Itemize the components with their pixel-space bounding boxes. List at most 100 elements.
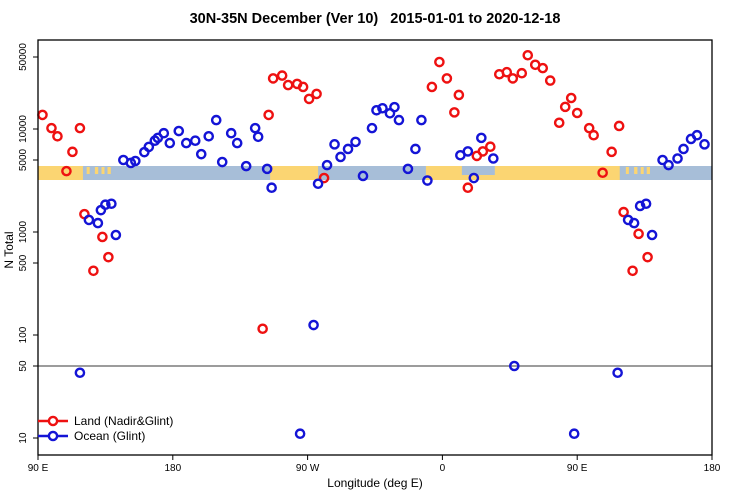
ocean-data-point	[646, 229, 658, 241]
ocean-data-point	[312, 178, 324, 190]
land-data-point	[267, 73, 279, 84]
land-data-point	[46, 122, 57, 134]
data-points	[37, 49, 710, 440]
legend-label-land: Land (Nadir&Glint)	[74, 414, 173, 428]
y-tick-label: 5000	[18, 148, 29, 171]
land-data-point	[485, 141, 496, 153]
land-data-point	[276, 70, 288, 81]
ocean-data-point	[389, 101, 400, 113]
ocean-data-point	[691, 129, 703, 141]
y-axis-label: N Total	[2, 231, 16, 268]
land-data-point	[297, 81, 309, 93]
band-island-segment	[625, 167, 629, 174]
land-data-point	[318, 172, 330, 184]
ocean-data-point	[74, 367, 86, 379]
ocean-data-point	[410, 143, 421, 155]
ocean-data-point	[252, 131, 264, 143]
y-axis-ticks: 10 50 100 500 1000 5000 10000 50000	[18, 43, 38, 444]
ocean-data-point	[416, 114, 427, 126]
land-data-point	[522, 49, 534, 61]
ocean-data-point	[634, 200, 646, 212]
land-data-point	[571, 107, 583, 119]
ocean-data-point	[342, 143, 354, 155]
land-data-point	[441, 73, 453, 84]
latitude-map-band	[38, 166, 712, 180]
land-data-point	[257, 323, 268, 335]
ocean-data-point	[476, 132, 487, 144]
ocean-data-point	[508, 360, 520, 372]
x-tick-label: 90 E	[567, 463, 588, 474]
x-tick-label: 90 W	[296, 463, 320, 474]
ocean-data-point	[678, 143, 689, 155]
ocean-data-point	[568, 428, 580, 440]
ocean-data-point	[216, 156, 228, 168]
y-tick-label: 50000	[18, 43, 29, 71]
legend-symbols	[38, 415, 68, 442]
land-data-point	[449, 107, 460, 118]
land-data-point	[97, 231, 108, 243]
ocean-data-point	[240, 160, 252, 172]
ocean-data-point	[640, 198, 652, 210]
land-data-point	[642, 251, 653, 263]
ocean-data-point	[231, 137, 243, 149]
land-data-point	[627, 265, 638, 277]
ocean-data-point	[249, 122, 261, 134]
plot-frame	[37, 39, 713, 456]
legend-marker	[47, 415, 59, 427]
land-data-point	[67, 146, 78, 158]
ocean-data-point	[225, 127, 237, 139]
ocean-data-point	[357, 170, 369, 182]
land-data-point	[565, 92, 577, 104]
x-tick-label: 180	[164, 463, 181, 474]
land-data-point	[311, 88, 322, 100]
ocean-data-point	[350, 136, 361, 148]
y-tick-label: 10	[18, 432, 29, 444]
legend-label-ocean: Ocean (Glint)	[74, 429, 145, 443]
ocean-data-point	[158, 127, 170, 139]
plot-title: 30N-35N December (Ver 10) 2015-01-01 to …	[190, 11, 561, 27]
land-data-point	[613, 120, 625, 132]
land-data-point	[263, 109, 274, 121]
ocean-data-point	[402, 163, 414, 175]
ocean-data-point	[377, 102, 388, 114]
y-tick-label: 1000	[18, 220, 29, 243]
band-mediterranean-overlay	[461, 166, 495, 175]
ocean-data-point	[210, 114, 222, 126]
ocean-data-point	[468, 172, 480, 184]
ocean-data-point	[321, 159, 333, 171]
ocean-data-point	[699, 139, 710, 150]
land-data-point	[74, 122, 86, 134]
land-data-point	[618, 206, 629, 218]
band-land-segment	[270, 166, 319, 180]
ocean-data-point	[663, 159, 674, 171]
ocean-data-point	[189, 135, 201, 146]
land-data-point	[103, 251, 114, 263]
ocean-data-point	[130, 155, 141, 167]
ocean-data-point	[100, 199, 111, 211]
x-axis-ticks: 90 E 180 90 W 0 90 E 180	[28, 455, 721, 474]
ocean-data-point	[203, 130, 215, 142]
land-data-point	[453, 89, 465, 101]
land-data-point	[507, 73, 519, 84]
x-tick-label: 0	[440, 463, 446, 474]
ocean-data-point	[195, 148, 207, 160]
x-axis-label: Longitude (deg E)	[327, 476, 422, 490]
land-data-point	[434, 56, 445, 68]
ocean-data-point	[672, 153, 683, 164]
ocean-data-point	[83, 214, 95, 226]
y-tick-label: 50	[18, 360, 29, 372]
band-island-segment	[107, 167, 111, 174]
x-tick-label: 180	[704, 463, 721, 474]
ocean-data-point	[393, 114, 405, 126]
band-island-segment	[86, 167, 90, 174]
y-tick-label: 10000	[18, 115, 29, 143]
ocean-data-point	[335, 151, 346, 163]
band-island-segment	[101, 167, 105, 174]
ocean-data-point	[462, 146, 474, 157]
y-tick-label: 100	[18, 326, 29, 343]
y-tick-label: 500	[18, 254, 29, 271]
ocean-data-point	[261, 163, 273, 175]
ocean-data-point	[180, 137, 192, 149]
